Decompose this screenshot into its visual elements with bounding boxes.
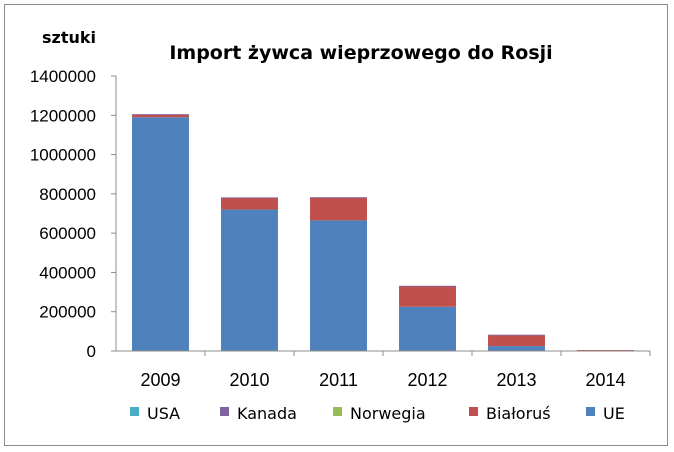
bar-segment-ue <box>221 209 278 351</box>
bar-segment-ue <box>399 306 456 351</box>
bar-segment-ue <box>488 346 545 351</box>
bar-segment-białoruś <box>132 114 189 118</box>
legend-swatch <box>469 407 478 416</box>
legend-label: USA <box>147 404 180 423</box>
bar-segment-białoruś <box>221 197 278 210</box>
bar-segment-kanada <box>310 197 367 198</box>
y-axis: 0 200000 400000 600000 800000 1000000 1200000 1… <box>30 67 117 361</box>
legend-label: Kanada <box>237 404 297 423</box>
x-tick-label: 2012 <box>407 370 447 390</box>
legend-swatch <box>586 407 595 416</box>
x-tick-label: 2014 <box>585 370 625 390</box>
y-tick-label: 1400000 <box>30 67 96 86</box>
bar-segment-ue <box>132 117 189 351</box>
y-tick-label: 1200000 <box>30 106 96 125</box>
x-tick-label: 2010 <box>229 370 269 390</box>
bar-segment-białoruś <box>310 197 367 221</box>
legend: USA Kanada Norwegia Białoruś UE <box>130 404 625 423</box>
bar-segment-białoruś <box>399 286 456 307</box>
bar-segment-kanada <box>132 114 189 115</box>
x-tick-label: 2009 <box>140 370 180 390</box>
bar-segment-kanada <box>399 285 456 287</box>
x-tick-label: 2013 <box>496 370 536 390</box>
legend-label: Białoruś <box>486 404 551 423</box>
legend-label: UE <box>603 404 625 423</box>
y-tick-label: 200000 <box>39 303 96 322</box>
legend-swatch <box>130 407 139 416</box>
y-tick-label: 1000000 <box>30 146 96 165</box>
x-tick-label: 2011 <box>319 370 358 390</box>
y-axis-unit-label: sztuki <box>42 28 96 47</box>
bar-segment-białoruś <box>488 335 545 347</box>
legend-swatch <box>220 407 229 416</box>
bar-segment-kanada <box>488 334 545 336</box>
bar-segment-ue <box>310 220 367 351</box>
y-tick-label: 600000 <box>39 224 96 243</box>
bar-segment-kanada <box>221 197 278 199</box>
legend-label: Norwegia <box>350 404 426 423</box>
chart-title: Import żywca wieprzowego do Rosji <box>169 42 552 64</box>
x-axis: 2009 2010 2011 2012 2013 2014 <box>116 350 651 390</box>
y-tick-label: 400000 <box>39 263 96 282</box>
legend-swatch <box>333 407 342 416</box>
bars-group <box>132 114 634 352</box>
y-tick-label: 0 <box>87 342 96 361</box>
y-tick-label: 800000 <box>39 185 96 204</box>
bar-segment-białoruś <box>577 350 634 351</box>
